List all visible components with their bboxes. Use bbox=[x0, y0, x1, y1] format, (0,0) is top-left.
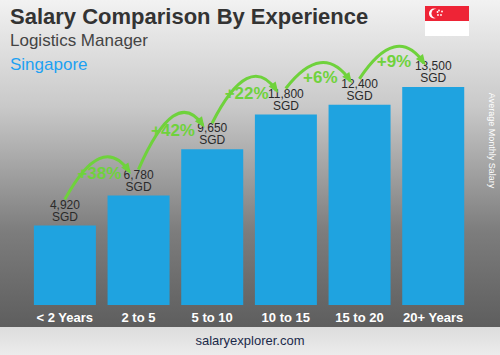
svg-text:13,500SGD: 13,500SGD bbox=[415, 59, 452, 85]
svg-text:15 to 20: 15 to 20 bbox=[335, 310, 383, 325]
html-text:Logistics Manager: Logistics Manager bbox=[10, 31, 148, 50]
html-text:Salary Comparison By Experienc: Salary Comparison By Experience bbox=[10, 4, 369, 29]
svg-text:+22%: +22% bbox=[225, 84, 269, 103]
svg-text:12,400SGD: 12,400SGD bbox=[341, 77, 378, 103]
html-text:Average Monthly Salary: Average Monthly Salary bbox=[486, 92, 497, 189]
svg-text:20+ Years: 20+ Years bbox=[403, 310, 463, 325]
svg-text:10 to 15: 10 to 15 bbox=[262, 310, 310, 325]
html-text:Singapore: Singapore bbox=[10, 55, 88, 74]
svg-text:< 2 Years: < 2 Years bbox=[37, 310, 94, 325]
svg-text:4,920SGD: 4,920SGD bbox=[50, 198, 80, 224]
svg-text:5 to 10: 5 to 10 bbox=[192, 310, 233, 325]
html-text:SGD: SGD bbox=[125, 179, 152, 194]
html-text:SGD: SGD bbox=[199, 133, 226, 148]
svg-text:11,800SGD: 11,800SGD bbox=[268, 87, 304, 113]
html-text:9,650: 9,650 bbox=[197, 121, 228, 136]
svg-text:+42%: +42% bbox=[151, 121, 195, 140]
svg-text:+38%: +38% bbox=[77, 164, 121, 183]
svg-text:+6%: +6% bbox=[303, 68, 338, 87]
svg-text:2 to 5: 2 to 5 bbox=[122, 310, 156, 325]
html-text:salaryexplorer.com: salaryexplorer.com bbox=[195, 333, 305, 348]
svg-text:+9%: +9% bbox=[377, 52, 412, 71]
html-text:6,780: 6,780 bbox=[123, 167, 154, 182]
